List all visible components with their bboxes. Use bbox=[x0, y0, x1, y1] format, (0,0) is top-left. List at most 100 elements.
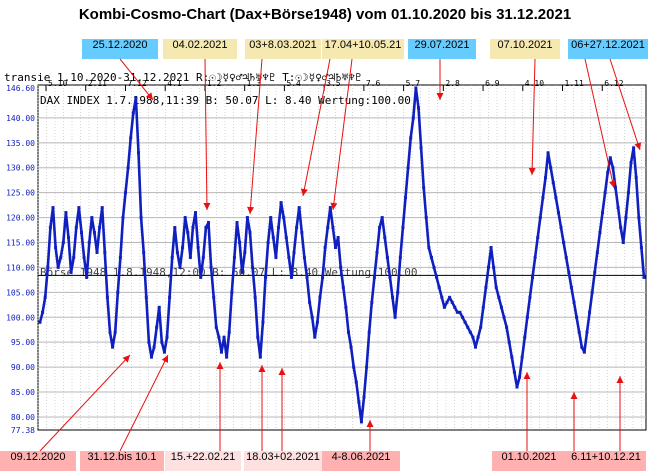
series-point bbox=[41, 310, 45, 314]
series-point bbox=[170, 255, 174, 259]
series-point bbox=[292, 250, 296, 254]
series-point bbox=[108, 330, 112, 334]
series-point bbox=[414, 86, 418, 90]
series-point bbox=[613, 186, 617, 190]
series-point bbox=[144, 295, 148, 299]
series-point bbox=[214, 325, 218, 329]
series-point bbox=[567, 270, 571, 274]
month-tick-label: 2.11 bbox=[88, 79, 107, 88]
y-tick-label: 110.00 bbox=[6, 263, 35, 272]
series-point bbox=[559, 226, 563, 230]
series-point bbox=[401, 226, 405, 230]
series-point bbox=[302, 255, 306, 259]
series-point bbox=[497, 295, 501, 299]
series-point bbox=[549, 166, 553, 170]
series-point bbox=[424, 216, 428, 220]
series-point bbox=[251, 265, 255, 269]
series-point bbox=[61, 240, 65, 244]
series-point bbox=[310, 315, 314, 319]
series-point bbox=[321, 275, 325, 279]
month-tick-label: 6.12 bbox=[604, 79, 623, 88]
series-point bbox=[499, 305, 503, 309]
series-point bbox=[523, 335, 527, 339]
series-point bbox=[240, 270, 244, 274]
arrow-head bbox=[436, 93, 444, 100]
series-point bbox=[87, 240, 91, 244]
month-tick-label: 3.5 bbox=[326, 79, 341, 88]
bottom-label: 15.+22.02.21 bbox=[165, 451, 241, 471]
series-point bbox=[59, 255, 63, 259]
series-point bbox=[510, 355, 514, 359]
series-point bbox=[209, 265, 213, 269]
series-point bbox=[474, 345, 478, 349]
series-point bbox=[486, 265, 490, 269]
month-tick-label: 5.10 bbox=[48, 79, 67, 88]
arrow-head bbox=[145, 92, 153, 100]
series-point bbox=[541, 196, 545, 200]
annotation-arrow bbox=[609, 58, 641, 151]
month-tick-label: 6.9 bbox=[485, 79, 500, 88]
series-point bbox=[388, 275, 392, 279]
month-tick-label: 1.11 bbox=[565, 79, 584, 88]
series-point bbox=[328, 206, 332, 210]
series-point bbox=[105, 295, 109, 299]
top-label: 29.07.2021 bbox=[408, 39, 476, 59]
month-tick-label: 5.7 bbox=[406, 79, 421, 88]
series-point bbox=[551, 181, 555, 185]
y-max-label: 146.60 bbox=[6, 84, 35, 93]
series-point bbox=[502, 315, 506, 319]
series-point bbox=[147, 340, 151, 344]
annotation-arrow bbox=[332, 58, 353, 211]
top-label: 04.02.2021 bbox=[163, 39, 237, 59]
series-point bbox=[520, 355, 524, 359]
series-point bbox=[365, 365, 369, 369]
series-point bbox=[505, 325, 509, 329]
y-tick-label: 125.00 bbox=[6, 189, 35, 198]
series-point bbox=[427, 245, 431, 249]
series-point bbox=[258, 355, 262, 359]
series-point bbox=[564, 255, 568, 259]
month-tick-label: 7.6 bbox=[366, 79, 381, 88]
series-point bbox=[149, 355, 153, 359]
series-point bbox=[72, 255, 76, 259]
series-point bbox=[318, 295, 322, 299]
series-point bbox=[201, 255, 205, 259]
series-point bbox=[155, 325, 159, 329]
series-point bbox=[512, 370, 516, 374]
series-point bbox=[168, 295, 172, 299]
series-point bbox=[378, 226, 382, 230]
month-tick-label: 4.1 bbox=[167, 79, 182, 88]
series-point bbox=[546, 151, 550, 155]
series-point bbox=[429, 255, 433, 259]
series-point bbox=[569, 285, 573, 289]
bottom-label: 31.12.bis 10.1 bbox=[80, 451, 164, 471]
series-point bbox=[494, 285, 498, 289]
series-point bbox=[43, 295, 47, 299]
series-point bbox=[126, 166, 130, 170]
series-point bbox=[463, 320, 467, 324]
y-tick-label: 120.00 bbox=[6, 214, 35, 223]
series-point bbox=[279, 201, 283, 205]
series-point bbox=[359, 420, 363, 424]
series-point bbox=[284, 236, 288, 240]
series-point bbox=[344, 305, 348, 309]
y-tick-label: 105.00 bbox=[6, 288, 35, 297]
series-point bbox=[173, 226, 177, 230]
series-point bbox=[232, 255, 236, 259]
series-point bbox=[543, 176, 547, 180]
series-point bbox=[598, 231, 602, 235]
series-point bbox=[556, 211, 560, 215]
arrow-head bbox=[278, 368, 286, 375]
series-point bbox=[85, 275, 89, 279]
series-point bbox=[38, 320, 42, 324]
series-point bbox=[326, 226, 330, 230]
arrow-head bbox=[216, 362, 224, 369]
series-point bbox=[575, 315, 579, 319]
series-point bbox=[67, 236, 71, 240]
series-point bbox=[178, 265, 182, 269]
header-line-2: DAX INDEX 1.7.1988,11:39 B: 50.07 L: 8.4… bbox=[40, 94, 411, 107]
series-point bbox=[142, 250, 146, 254]
series-point bbox=[100, 206, 104, 210]
series-point bbox=[266, 240, 270, 244]
